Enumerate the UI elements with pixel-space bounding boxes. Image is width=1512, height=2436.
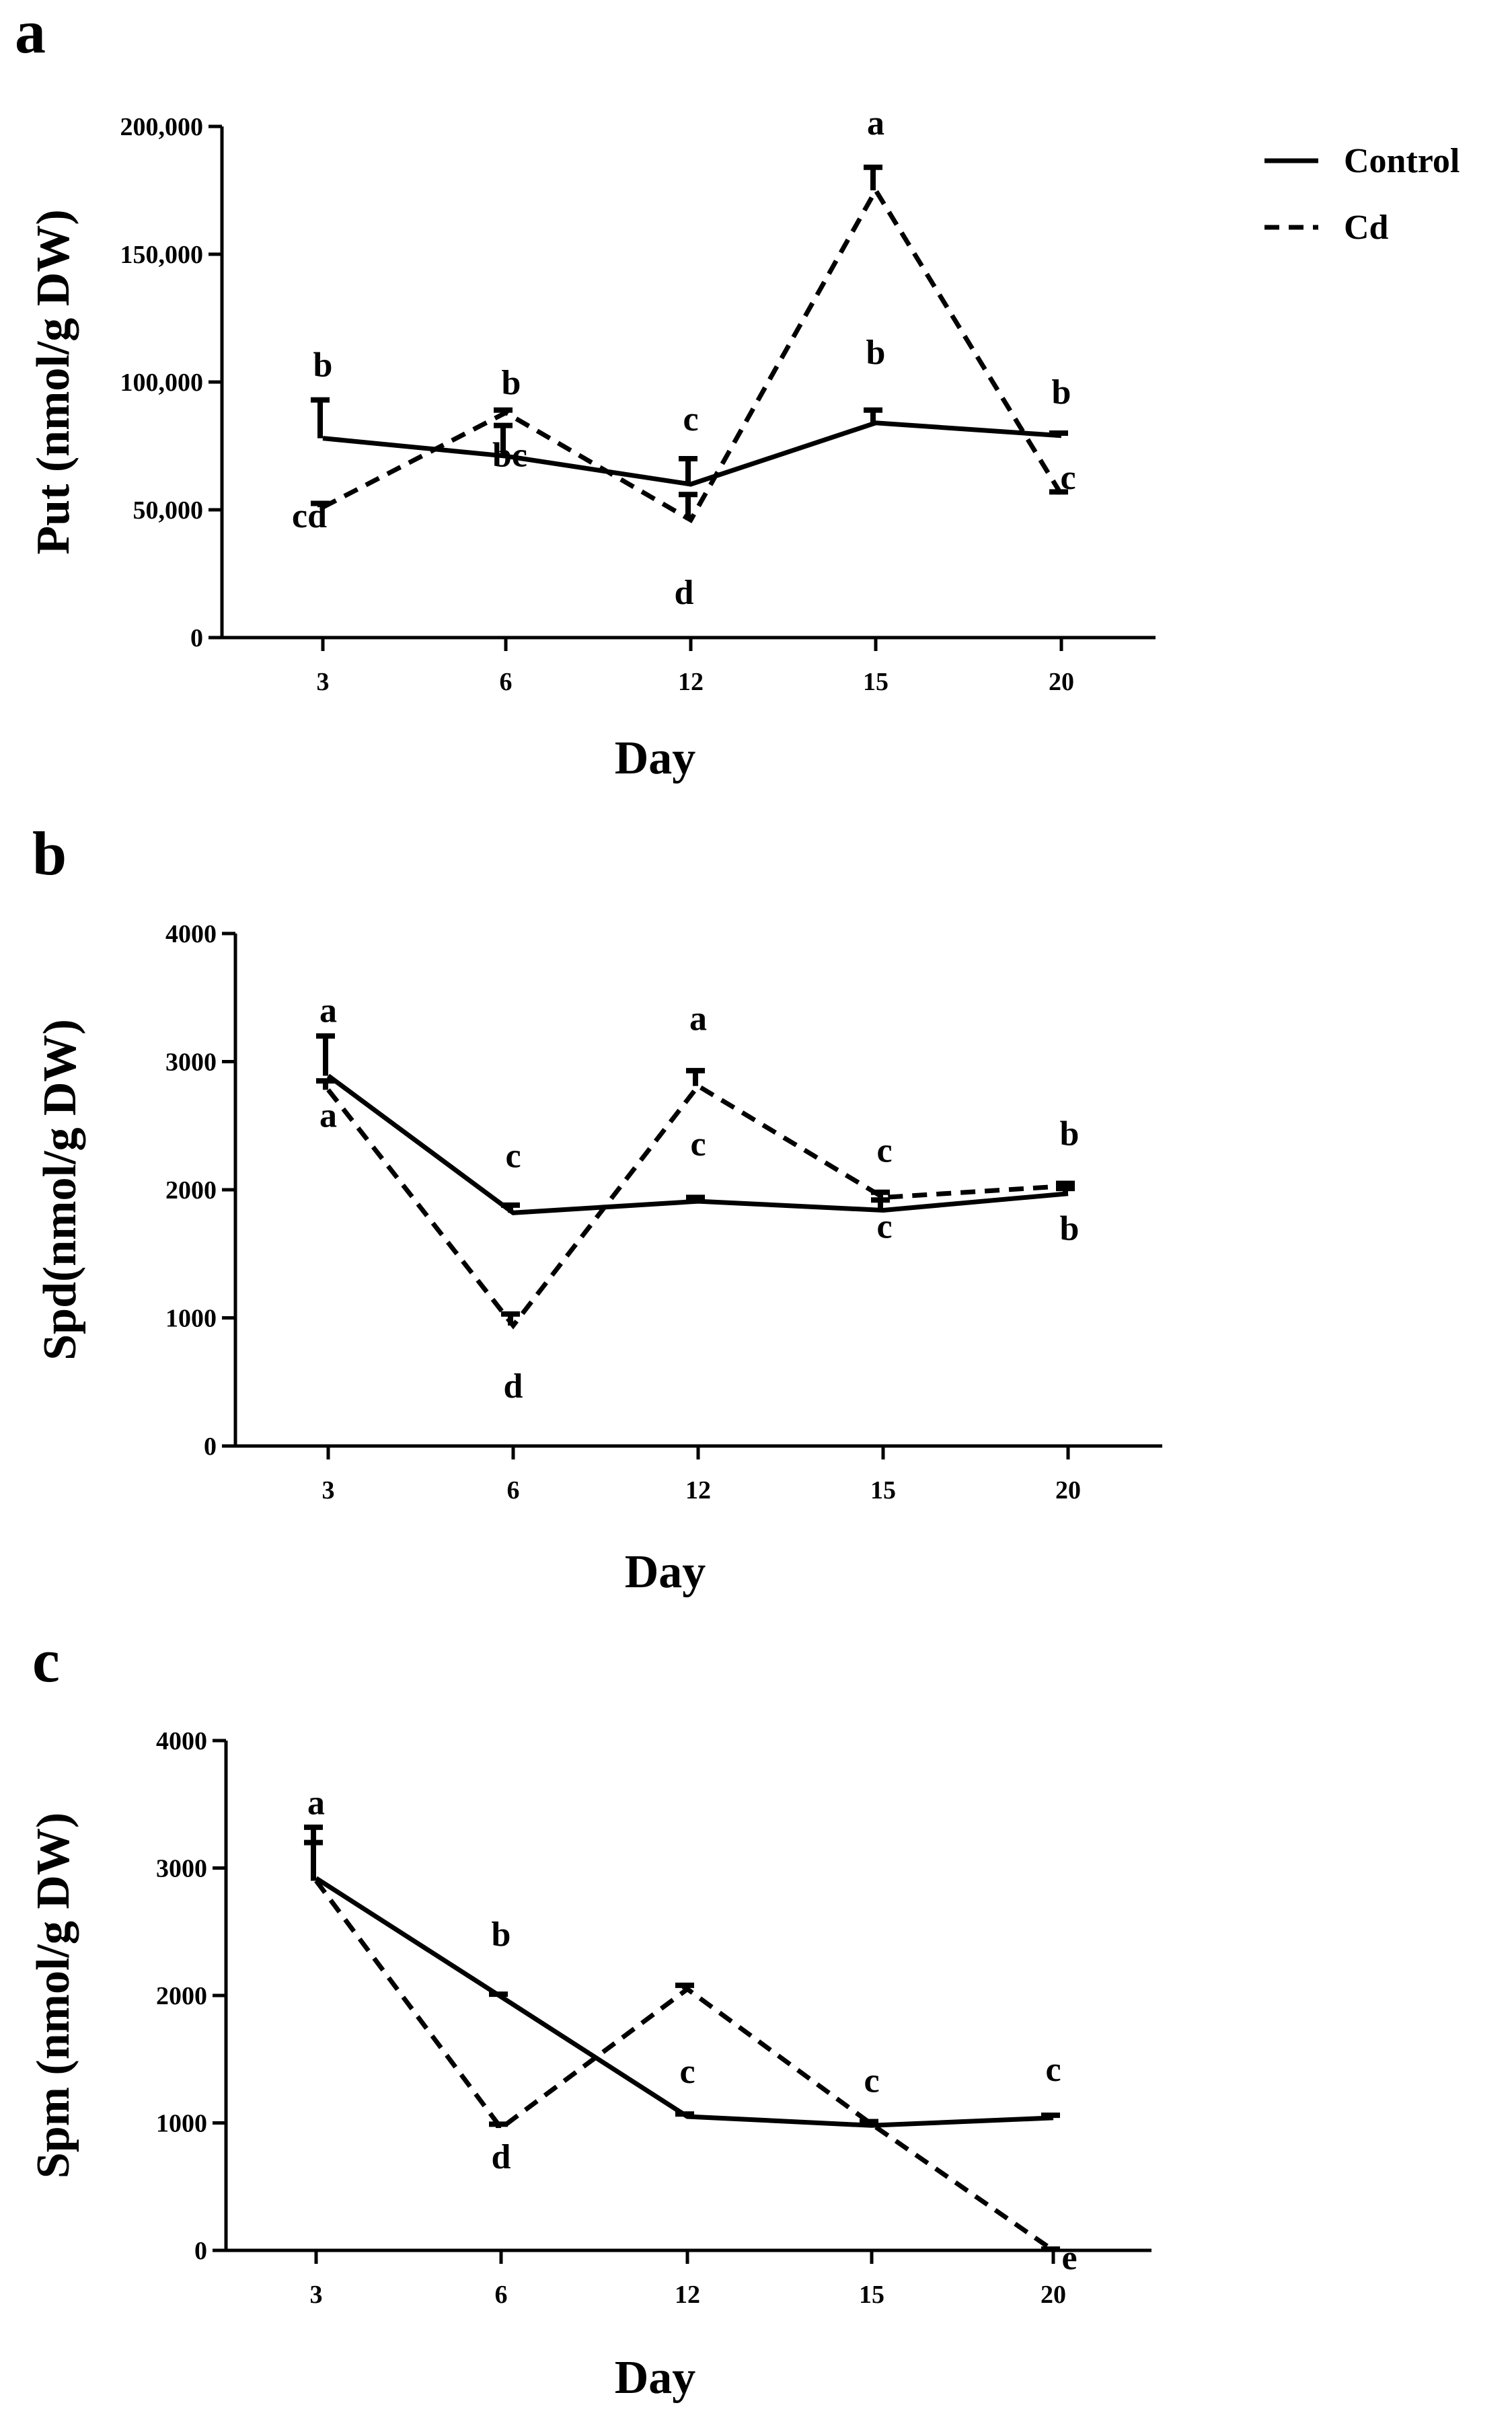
y-tick-label: 4000 [156, 1727, 207, 1755]
panel-letter-c: c [32, 1626, 60, 1695]
y-tick-label: 3000 [165, 1049, 217, 1077]
y-tick-label: 0 [204, 1433, 217, 1461]
x-tick-label: 6 [507, 1476, 520, 1505]
chart-panel-a: 0 50,000 100,000 150,000 200,000 3 6 12 15 20 Day P… [28, 104, 1156, 784]
y-tick-label: 0 [194, 2237, 207, 2265]
x-tick-label: 6 [500, 668, 513, 696]
x-tick-label: 20 [1049, 668, 1074, 696]
significance-label: b [866, 334, 886, 372]
panel-letter-b: b [32, 819, 67, 888]
significance-label: c [1060, 459, 1075, 497]
significance-label: a [319, 991, 337, 1030]
significance-label: d [504, 1367, 523, 1406]
significance-label: c [876, 1207, 892, 1246]
y-tick-label: 4000 [165, 920, 217, 948]
significance-label: a [867, 104, 884, 143]
legend-label-control: Control [1344, 142, 1460, 180]
y-axis-title: Spd(nmol/g DW) [34, 1019, 86, 1361]
x-tick-label: 20 [1055, 1476, 1081, 1505]
significance-label: a [319, 1096, 337, 1135]
x-axis-title: Day [625, 1546, 706, 1598]
y-tick-label: 3000 [156, 1855, 207, 1883]
significance-label: d [492, 2138, 511, 2176]
significance-label: d [675, 574, 694, 612]
y-tick-label: 100,000 [120, 369, 204, 397]
y-tick-label: 200,000 [120, 113, 204, 141]
x-tick-label: 3 [310, 2281, 323, 2309]
significance-label: bc [492, 436, 527, 475]
significance-label: b [313, 346, 333, 385]
y-tick-label: 50,000 [133, 496, 204, 525]
significance-label: c [1045, 2051, 1061, 2089]
legend: Control Cd [1264, 142, 1460, 247]
significance-label: c [505, 1137, 521, 1175]
y-tick-label: 2000 [156, 1982, 207, 2010]
significance-label: c [876, 1131, 892, 1170]
panel-letter-a: a [15, 0, 46, 66]
significance-label: b [1060, 1115, 1080, 1153]
x-tick-label: 12 [685, 1476, 711, 1505]
y-tick-label: 150,000 [120, 241, 204, 269]
y-axis-title: Put (nmol/g DW) [28, 209, 79, 554]
x-tick-label: 15 [859, 2281, 884, 2309]
significance-label: c [679, 2053, 695, 2091]
significance-label: b [1060, 1209, 1080, 1248]
x-tick-label: 6 [495, 2281, 508, 2309]
significance-label: b [502, 364, 521, 402]
significance-label: a [307, 1784, 325, 1823]
series-line-cd [322, 186, 1063, 524]
y-tick-label: 1000 [165, 1305, 217, 1333]
x-axis-title: Day [615, 732, 696, 784]
chart-panel-c: 0 1000 2000 3000 4000 3 6 12 15 20 Day Spm (nmol/g … [28, 1727, 1151, 2404]
x-tick-label: 15 [863, 668, 889, 696]
x-tick-label: 12 [675, 2281, 700, 2309]
significance-label: c [690, 1125, 706, 1164]
significance-label: b [1052, 373, 1071, 412]
y-axis-title: Spm (nmol/g DW) [28, 1813, 79, 2178]
x-tick-label: 3 [317, 668, 330, 696]
series-line-cd [326, 1083, 1069, 1330]
x-tick-label: 3 [322, 1476, 335, 1505]
significance-label: c [864, 2061, 879, 2100]
significance-label: e [1061, 2239, 1077, 2277]
x-tick-label: 15 [870, 1476, 896, 1505]
x-tick-label: 12 [678, 668, 704, 696]
chart-panel-b: 0 1000 2000 3000 4000 3 6 12 15 20 Day Spd(nmol/g D… [34, 920, 1162, 1598]
x-axis-title: Day [615, 2352, 696, 2404]
y-tick-label: 2000 [165, 1176, 217, 1205]
significance-label: b [492, 1915, 511, 1954]
legend-label-cd: Cd [1344, 208, 1389, 247]
significance-label: a [689, 1000, 707, 1038]
y-tick-label: 1000 [156, 2110, 207, 2138]
significance-label: cd [292, 497, 327, 535]
y-tick-label: 0 [190, 624, 203, 652]
significance-label: c [683, 400, 698, 439]
x-tick-label: 20 [1041, 2281, 1066, 2309]
